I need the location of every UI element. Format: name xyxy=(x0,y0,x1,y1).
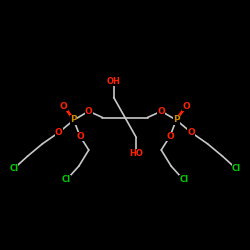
Text: Cl: Cl xyxy=(62,176,71,184)
Text: O: O xyxy=(166,132,174,141)
Text: P: P xyxy=(173,116,180,124)
Text: HO: HO xyxy=(129,149,143,158)
Text: O: O xyxy=(60,102,68,111)
Text: O: O xyxy=(188,128,195,137)
Text: OH: OH xyxy=(107,77,121,86)
Text: O: O xyxy=(76,132,84,141)
Text: Cl: Cl xyxy=(179,176,188,184)
Text: O: O xyxy=(182,102,190,111)
Text: O: O xyxy=(85,107,92,116)
Text: Cl: Cl xyxy=(232,164,241,173)
Text: P: P xyxy=(70,116,77,124)
Text: O: O xyxy=(158,107,165,116)
Text: O: O xyxy=(55,128,62,137)
Text: Cl: Cl xyxy=(9,164,18,173)
